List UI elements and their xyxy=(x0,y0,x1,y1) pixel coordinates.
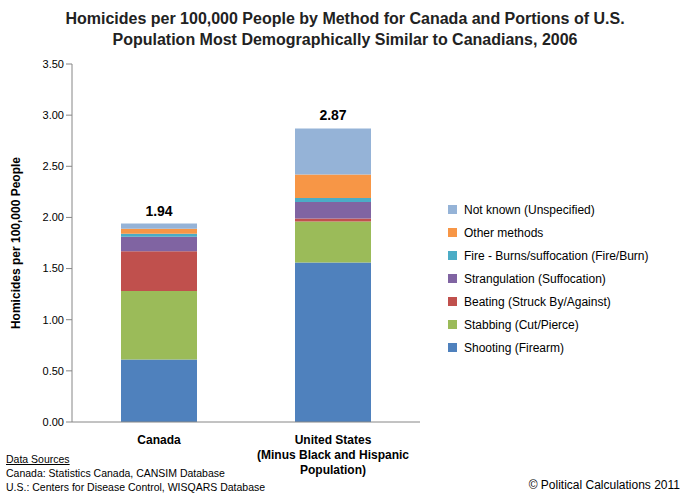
html-text:Fire - Burns/suffocation (Fire: Fire - Burns/suffocation (Fire/Burn) xyxy=(464,248,649,263)
html-text:Data Sources: Data Sources xyxy=(6,453,70,465)
svg-text:0.00: 0.00 xyxy=(43,416,64,428)
svg-text:1.50: 1.50 xyxy=(43,262,64,274)
svg-text:1.94: 1.94 xyxy=(145,203,172,219)
html-text:Strangulation (Suffocation): Strangulation (Suffocation) xyxy=(464,271,606,286)
svg-text:2.87: 2.87 xyxy=(319,107,346,123)
html-text:Not known (Unspecified): Not known (Unspecified) xyxy=(464,202,595,217)
html-text:U.S.: Centers for Disease Cont: U.S.: Centers for Disease Control, WISQA… xyxy=(6,481,266,493)
svg-text:(Minus Black and Hispanic: (Minus Black and Hispanic xyxy=(257,448,409,462)
html-text:Stabbing (Cut/Pierce): Stabbing (Cut/Pierce) xyxy=(464,317,579,332)
svg-text:1.00: 1.00 xyxy=(43,314,64,326)
svg-text:Homicides per 100,000 People: Homicides per 100,000 People xyxy=(9,157,23,329)
svg-text:Canada: Canada xyxy=(137,433,181,447)
html-text:Canada: Statistics Canada, CAN: Canada: Statistics Canada, CANSIM Databa… xyxy=(6,467,225,479)
svg-text:2.50: 2.50 xyxy=(43,160,64,172)
svg-text:3.50: 3.50 xyxy=(43,58,64,70)
html-text:Shooting (Firearm): Shooting (Firearm) xyxy=(464,340,564,355)
svg-text:Population): Population) xyxy=(300,463,366,477)
html-text:Beating (Struck By/Against): Beating (Struck By/Against) xyxy=(464,294,611,309)
svg-text:United States: United States xyxy=(295,433,372,447)
svg-text:3.00: 3.00 xyxy=(43,109,64,121)
svg-text:0.50: 0.50 xyxy=(43,365,64,377)
html-text:Other methods: Other methods xyxy=(464,225,544,240)
html-text:© Political Calculations 2011: © Political Calculations 2011 xyxy=(528,478,680,492)
svg-text:2.00: 2.00 xyxy=(43,211,64,223)
html-text:Homicides per 100,000 People b: Homicides per 100,000 People by Method f… xyxy=(65,10,625,48)
